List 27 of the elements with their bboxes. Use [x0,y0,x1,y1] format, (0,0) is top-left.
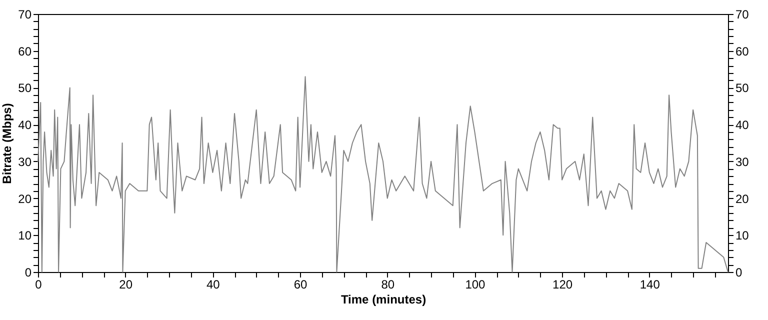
y-axis-title: Bitrate (Mbps) [0,103,14,184]
x-tick-label: 40 [206,278,220,292]
x-tick-label: 140 [640,278,660,292]
x-tick-label: 20 [119,278,133,292]
x-tick-label: 80 [381,278,395,292]
y2-tick-label: 10 [736,228,750,243]
y2-tick-label: 40 [736,118,750,132]
y2-tick-label: 60 [736,44,750,58]
y2-tick-label: 70 [736,8,750,22]
x-tick-label: 60 [294,278,308,292]
y-tick-label: 40 [18,118,32,132]
line-series [38,76,728,272]
y-tick-label: 20 [18,192,32,206]
y2-tick-label: 50 [736,81,750,96]
y-tick-label: 10 [18,228,32,243]
y2-tick-label: 30 [736,154,750,169]
x-tick-label: 0 [35,278,42,292]
y2-tick-label: 0 [736,266,742,280]
x-axis-title: Time (minutes) [340,292,426,306]
y-tick-label: 70 [18,8,32,22]
x-tick-label: 100 [465,278,486,292]
y-tick-label: 60 [18,44,32,58]
x-tick-label: 120 [552,278,573,292]
y-tick-label: 50 [18,81,32,96]
y-tick-label: 0 [24,266,32,280]
y-tick-label: 30 [18,154,32,169]
y2-tick-label: 20 [736,192,750,206]
